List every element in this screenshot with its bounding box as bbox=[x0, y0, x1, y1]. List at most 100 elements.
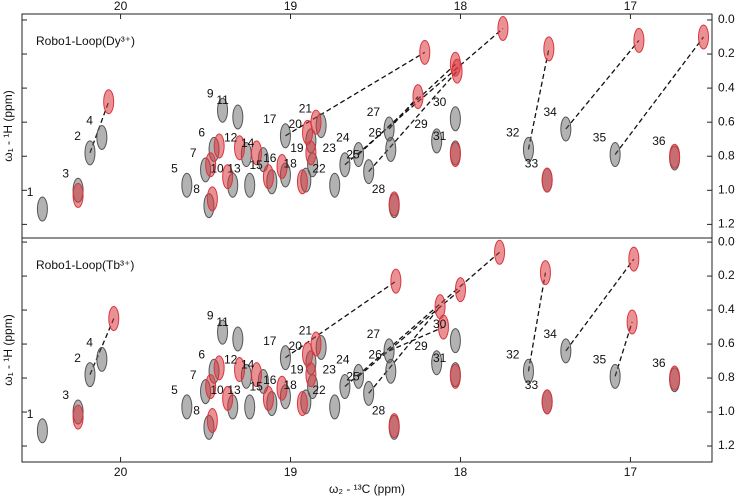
peak-label: 17 bbox=[263, 112, 277, 126]
reference-peak bbox=[431, 350, 443, 376]
peak-label: 9 bbox=[207, 308, 214, 322]
pcs-link bbox=[527, 48, 550, 150]
x-tick-label: 17 bbox=[624, 465, 638, 479]
peak-label: 33 bbox=[525, 156, 539, 170]
peak-label: 4 bbox=[86, 114, 93, 128]
reference-peak bbox=[329, 394, 341, 420]
reference-peak bbox=[84, 140, 96, 166]
peak-label: 26 bbox=[368, 126, 382, 140]
reference-peak bbox=[353, 363, 365, 389]
shifted-peak bbox=[205, 152, 217, 178]
shifted-peak bbox=[251, 140, 263, 166]
peak-label: 4 bbox=[86, 336, 93, 350]
shifted-peak bbox=[698, 24, 710, 50]
peak-label: 27 bbox=[367, 105, 381, 119]
reference-peak bbox=[522, 358, 534, 384]
shifted-peak bbox=[626, 309, 638, 335]
peak-label: 9 bbox=[207, 86, 214, 100]
shifted-peak bbox=[222, 385, 234, 411]
reference-peak bbox=[383, 116, 395, 142]
peak-label: 18 bbox=[283, 378, 297, 392]
x-tick-label: 19 bbox=[284, 465, 298, 479]
y-tick-label: 1.2 bbox=[718, 438, 735, 452]
reference-peak bbox=[232, 104, 244, 130]
pcs-link bbox=[368, 70, 458, 172]
peak-label: 8 bbox=[193, 182, 200, 196]
peak-label: 20 bbox=[289, 117, 303, 131]
x-tick-label: 17 bbox=[624, 0, 638, 13]
peak-label: 34 bbox=[543, 105, 557, 119]
peak-label: 36 bbox=[652, 134, 666, 148]
peak-label: 2 bbox=[74, 351, 81, 365]
pcs-link bbox=[614, 36, 705, 155]
shifted-peak bbox=[302, 119, 314, 145]
peak-label: 18 bbox=[283, 156, 297, 170]
reference-peak bbox=[217, 319, 229, 345]
peak-label: 17 bbox=[263, 334, 277, 348]
shifted-peak bbox=[213, 355, 225, 381]
reference-peak bbox=[329, 172, 341, 198]
shifted-peak bbox=[451, 58, 463, 84]
peak-label: 35 bbox=[593, 353, 607, 367]
y-tick-label: 0.2 bbox=[718, 46, 735, 60]
reference-peak bbox=[279, 345, 291, 371]
shifted-peak bbox=[72, 182, 84, 208]
peak-label: 15 bbox=[249, 158, 263, 172]
peak-label: 6 bbox=[198, 347, 205, 361]
reference-peak bbox=[232, 326, 244, 352]
pcs-link bbox=[527, 272, 547, 372]
peak-label: 12 bbox=[224, 353, 238, 367]
shifted-peak bbox=[296, 169, 308, 195]
reference-peak bbox=[84, 362, 96, 388]
peak-label: 1 bbox=[27, 407, 34, 421]
shifted-peak bbox=[669, 365, 681, 391]
peak-label: 27 bbox=[367, 327, 381, 341]
peak-label: 16 bbox=[263, 151, 277, 165]
x-tick-label: 19 bbox=[284, 0, 298, 13]
peak-label: 1 bbox=[27, 185, 34, 199]
reference-peak bbox=[339, 152, 351, 178]
peak-label: 10 bbox=[210, 383, 224, 397]
peak-label: 22 bbox=[312, 383, 326, 397]
reference-peak bbox=[181, 394, 193, 420]
peak-label: 25 bbox=[346, 148, 360, 162]
y-tick-label: 0.6 bbox=[718, 336, 735, 350]
shifted-peak bbox=[251, 362, 263, 388]
peak-label: 34 bbox=[543, 327, 557, 341]
peak-label: 29 bbox=[414, 339, 428, 353]
y-tick-label: 0.2 bbox=[718, 268, 735, 282]
peak-label: 30 bbox=[433, 317, 447, 331]
pcs-link bbox=[89, 318, 115, 375]
peak-label: 32 bbox=[506, 126, 520, 140]
x-tick-label: 18 bbox=[454, 465, 468, 479]
peak-label: 24 bbox=[336, 131, 350, 145]
peak-label: 2 bbox=[74, 129, 81, 143]
reference-peak bbox=[36, 418, 48, 444]
shifted-peak bbox=[310, 109, 322, 135]
reference-peak bbox=[431, 128, 443, 154]
shifted-peak bbox=[310, 331, 322, 357]
peak-label: 19 bbox=[290, 141, 304, 155]
peak-label: 24 bbox=[336, 353, 350, 367]
peak-label: 20 bbox=[289, 339, 303, 353]
peak-label: 3 bbox=[62, 166, 69, 180]
reference-peak bbox=[217, 97, 229, 123]
y-axis-label: ω₁ - ¹H (ppm) bbox=[1, 90, 15, 161]
peak-label: 8 bbox=[193, 404, 200, 418]
reference-peak bbox=[609, 142, 621, 168]
shifted-peak bbox=[276, 153, 288, 179]
shifted-peak bbox=[206, 408, 218, 434]
peak-label: 11 bbox=[216, 315, 229, 329]
peak-label: 15 bbox=[249, 380, 263, 394]
shifted-peak bbox=[103, 89, 115, 115]
reference-peak bbox=[353, 142, 365, 168]
reference-peak bbox=[339, 374, 351, 400]
y-tick-label: 1.0 bbox=[718, 182, 735, 196]
y-tick-label: 0.4 bbox=[718, 80, 735, 94]
shifted-peak bbox=[437, 314, 449, 340]
shifted-peak bbox=[72, 404, 84, 430]
peak-label: 35 bbox=[593, 131, 607, 145]
reference-peak bbox=[560, 116, 572, 142]
peak-label: 3 bbox=[62, 388, 69, 402]
